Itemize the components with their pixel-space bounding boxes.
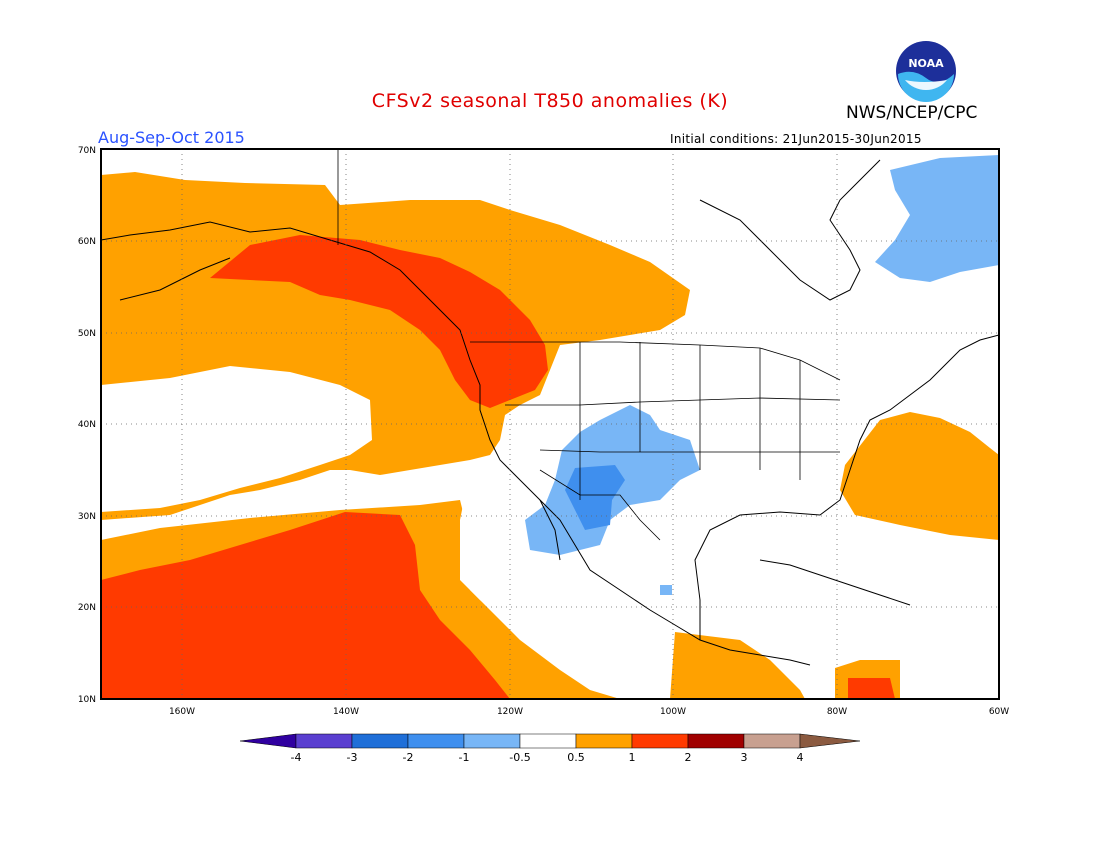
colorbar-label: -4 (291, 751, 302, 764)
lat-label: 20N (78, 603, 96, 613)
anomaly-orange-atlantic (840, 412, 999, 540)
colorbar-segment (519, 733, 577, 749)
lon-label: 80W (827, 707, 847, 717)
lon-label: 60W (989, 707, 1009, 717)
colorbar-segment (575, 733, 633, 749)
gridlines (101, 149, 999, 699)
anomaly-neutral-pacific (101, 366, 372, 512)
borders (337, 150, 841, 541)
anomaly-neutral-mexico (460, 450, 700, 670)
colorbar-label: 1 (629, 751, 636, 764)
lat-label: 60N (78, 237, 96, 247)
anomaly-red-northwest (210, 235, 548, 408)
lat-label: 30N (78, 512, 96, 522)
agency-label: NWS/NCEP/CPC (846, 103, 978, 123)
anomaly-blue-northeast (875, 155, 999, 282)
lon-label: 120W (497, 707, 523, 717)
anomaly-orange-central-america (670, 632, 805, 699)
colorbar-segment (463, 733, 521, 749)
initial-conditions: Initial conditions: 21Jun2015-30Jun2015 (670, 132, 922, 146)
colorbar-segment (687, 733, 745, 749)
map-title: CFSv2 seasonal T850 anomalies (K) (371, 90, 729, 112)
colorbar-label: -0.5 (509, 751, 530, 764)
anomaly-red-caribbean (848, 678, 895, 699)
lat-label: 40N (78, 420, 96, 430)
map-frame (100, 148, 1000, 700)
colorbar-arrow-high (799, 733, 861, 749)
colorbar-label: -1 (459, 751, 470, 764)
anomaly-blue-speck (660, 585, 672, 595)
noaa-logo: NOAA (896, 41, 956, 102)
lon-label: 140W (333, 707, 359, 717)
coastlines (101, 159, 999, 666)
colorbar-segment (631, 733, 689, 749)
lon-label: 100W (660, 707, 686, 717)
lon-label: 160W (169, 707, 195, 717)
colorbar-label: 0.5 (567, 751, 585, 764)
forecast-period: Aug-Sep-Oct 2015 (98, 128, 245, 147)
lat-axis: 10N 20N 30N 40N 50N 60N 70N (78, 146, 96, 705)
lon-axis: 160W 140W 120W 100W 80W 60W (169, 707, 1009, 717)
colorbar-label: 3 (741, 751, 748, 764)
colorbar-label: -3 (347, 751, 358, 764)
colorbar-label: 2 (685, 751, 692, 764)
colorbar-arrow-low (239, 733, 297, 749)
logo-text: NOAA (908, 57, 944, 70)
lat-label: 50N (78, 329, 96, 339)
colorbar-label: 4 (797, 751, 804, 764)
colorbar-segment (743, 733, 801, 749)
colorbar-label: -2 (403, 751, 414, 764)
colorbar-segment (295, 733, 353, 749)
colorbar: -4 -3 -2 -1 -0.5 0.5 1 2 3 4 (239, 733, 861, 764)
colorbar-segment (407, 733, 465, 749)
lat-label: 10N (78, 695, 96, 705)
anomaly-red-subtropical (101, 512, 510, 699)
colorbar-segment (351, 733, 409, 749)
lat-label: 70N (78, 146, 96, 156)
